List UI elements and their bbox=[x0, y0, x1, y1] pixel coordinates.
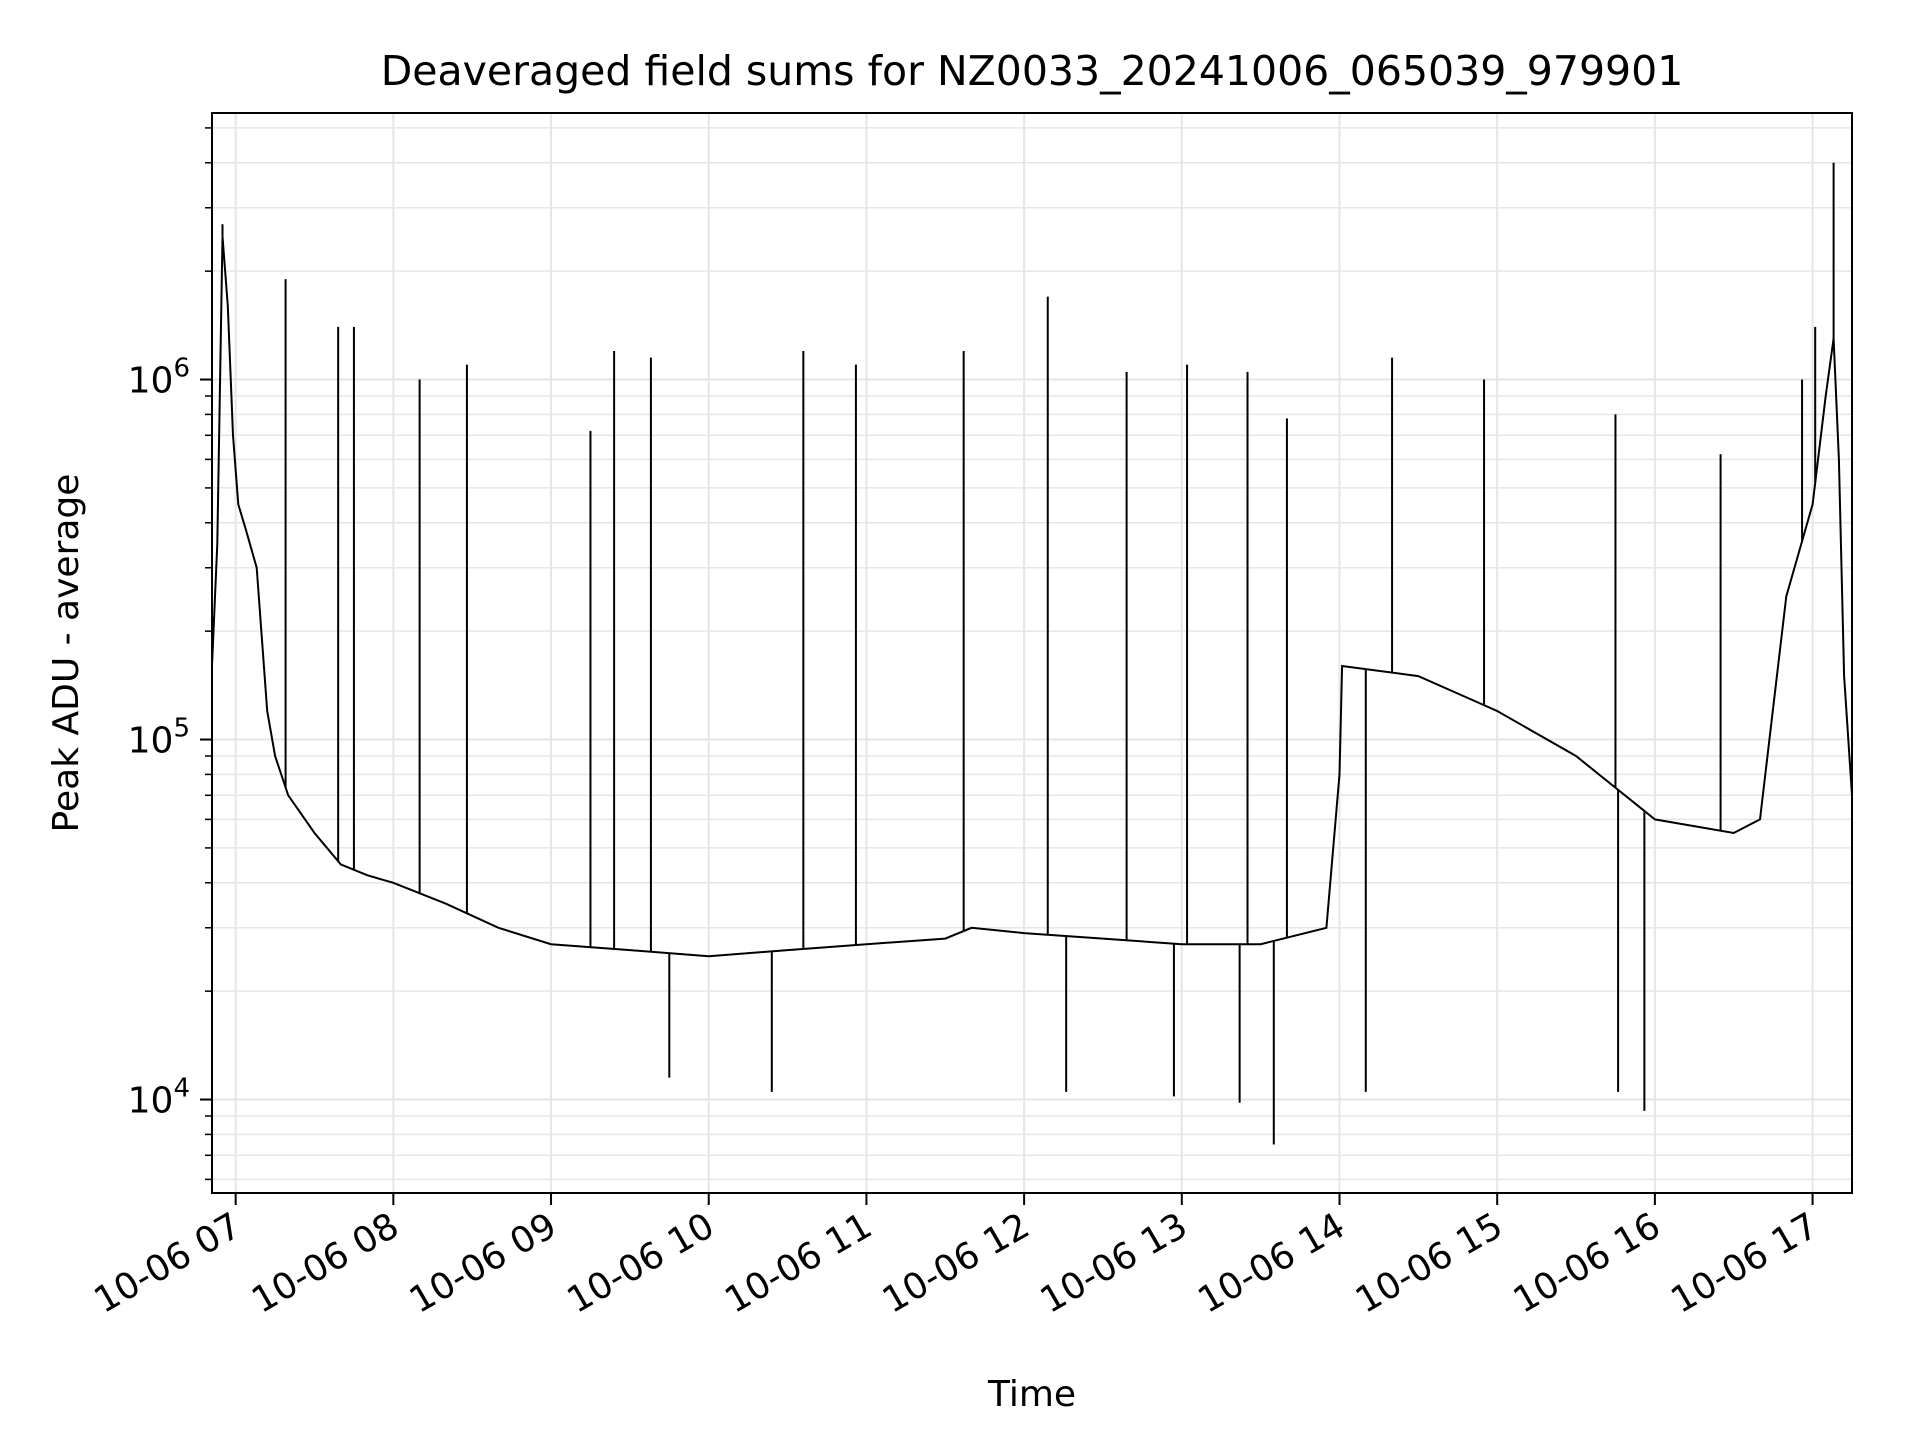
series-line bbox=[211, 236, 1853, 958]
y-tick-label: 106 bbox=[128, 354, 190, 402]
y-tick-label-base: 10 bbox=[128, 361, 174, 402]
y-tick-label-exponent: 4 bbox=[173, 1074, 190, 1104]
y-tick-label-exponent: 6 bbox=[173, 354, 190, 384]
plot-area bbox=[211, 162, 1853, 1145]
y-axis-label: Peak ADU - average bbox=[46, 474, 87, 833]
y-tick-label-exponent: 5 bbox=[173, 714, 190, 744]
y-tick-label-base: 10 bbox=[128, 1081, 174, 1122]
y-tick-label: 104 bbox=[128, 1074, 190, 1122]
grid bbox=[212, 113, 1852, 1193]
plot-frame bbox=[211, 112, 1853, 1194]
chart-title: Deaveraged field sums for NZ0033_2024100… bbox=[381, 47, 1684, 95]
y-tick-label: 105 bbox=[128, 714, 190, 762]
x-axis-label: Time bbox=[987, 1374, 1076, 1415]
y-tick-label-base: 10 bbox=[128, 721, 174, 762]
